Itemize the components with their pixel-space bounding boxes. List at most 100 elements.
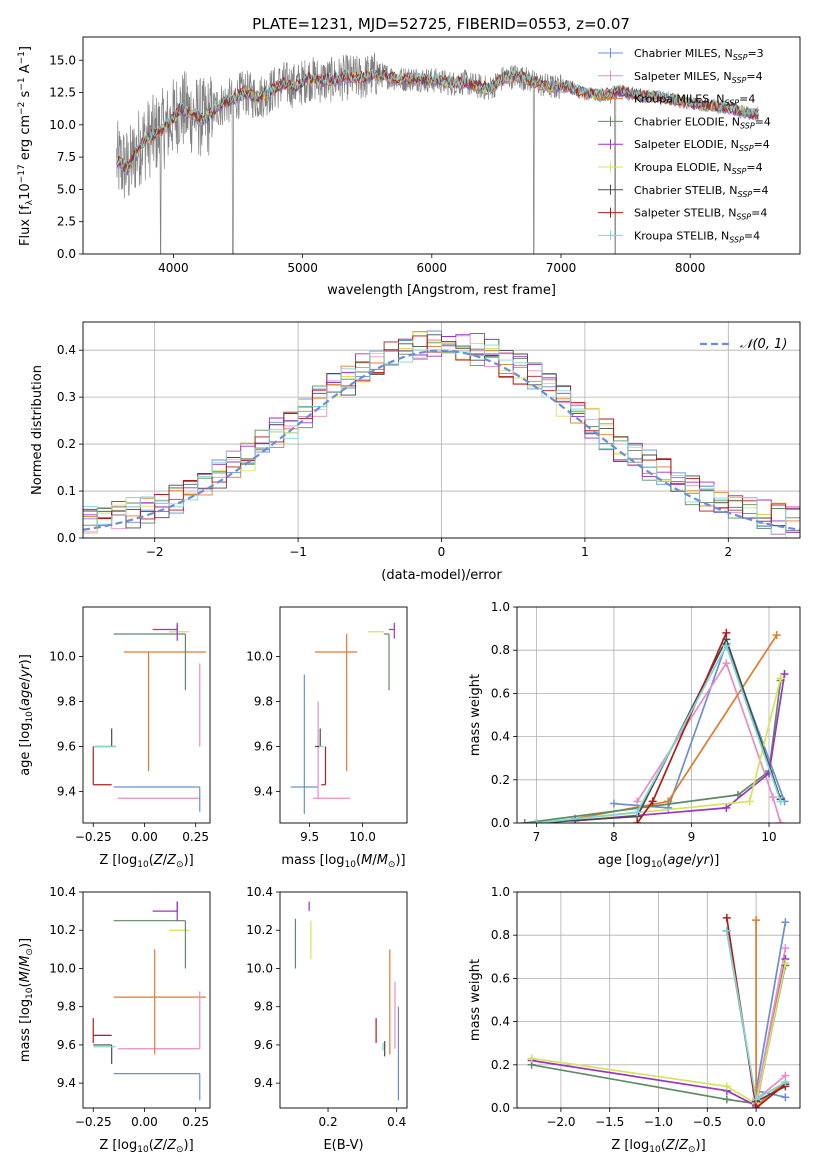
y-tick-label: 0.4 (491, 730, 510, 744)
legend-label-sub: SSP (739, 144, 754, 153)
label-part: M (18, 971, 33, 982)
x-tick-label: 0.2 (319, 1115, 338, 1129)
label-part: 10 (345, 860, 357, 870)
mass-weight-line-7 (725, 917, 786, 1108)
label-part: 10 (649, 1145, 661, 1155)
label-part: 10 (25, 711, 35, 723)
label-part: Z [log (99, 853, 137, 868)
y-tick-label: 10.4 (246, 885, 273, 899)
legend-label-main: Salpeter MILES, N (634, 70, 732, 83)
x-tick-label: −0.25 (75, 830, 112, 844)
legend-label-main: Chabrier STELIB, N (634, 184, 738, 197)
label-part: / (372, 853, 377, 868)
y-tick-label: 9.6 (254, 740, 273, 754)
mass-weight-marker (781, 918, 790, 927)
y-tick-label: 10.2 (246, 923, 273, 937)
label-part: age [log (598, 853, 651, 868)
legend-label-sub: SSP (724, 99, 739, 108)
x-axis-label: E(B-V) (323, 1138, 363, 1153)
y-tick-label: 0.8 (491, 643, 510, 657)
x-tick-label: −1.5 (595, 1115, 624, 1129)
normal-reference-curve (83, 349, 800, 531)
x-tick-label: 0.25 (182, 1115, 209, 1129)
label-part: / (692, 853, 697, 868)
y-tick-label: 10.0 (49, 650, 76, 664)
mass-weight-line-5 (531, 963, 787, 1106)
legend-label-main: Kroupa ELODIE, N (634, 161, 732, 174)
x-tick-label: −2 (146, 545, 164, 559)
label-part: ( (149, 853, 154, 868)
label-part: )] (184, 1138, 194, 1153)
y-tick-label: 15.0 (49, 53, 76, 67)
axes-frame (279, 891, 408, 1109)
x-tick-label: 9 (688, 830, 696, 844)
legend-label: Kroupa MILES, NSSP=4 (634, 93, 755, 108)
label-part: 10 (25, 987, 35, 999)
label-part: Z (166, 1138, 177, 1153)
residuals-plot-area (83, 330, 800, 538)
x-tick-label: −0.5 (693, 1115, 722, 1129)
mass-weight-marker (633, 808, 642, 817)
y-tick-label: 0.3 (57, 390, 76, 404)
legend-label: Chabrier MILES, NSSP=3 (634, 47, 764, 62)
x-tick-label: 10.0 (349, 830, 376, 844)
y-axis-label: Normed distribution (30, 365, 45, 495)
mass-weight-vs-Z-panel: −2.0 −1.5 −1.0 −0.5 0.0 0.0 0.2 0.4 0.6 0.8 1.0 mas… (468, 885, 801, 1155)
label-part: mass [log (281, 853, 344, 868)
label-part: 10 (651, 860, 663, 870)
y-tick-label: 9.4 (254, 1076, 273, 1090)
legend-label-tail: =4 (755, 115, 771, 128)
label-part: −1 (17, 77, 27, 90)
mass-weight-marker (527, 1054, 536, 1063)
y-tick-label: 0.2 (57, 437, 76, 451)
label-part: ( (149, 1138, 154, 1153)
label-part: Z [log (611, 1138, 649, 1153)
y-axis-label: mass [log10(M/M⊙)] (18, 938, 35, 1062)
mass-weight-marker (781, 1093, 790, 1102)
legend-label-sub: SSP (733, 53, 748, 62)
x-axis-label: wavelength [Angstrom, rest frame] (327, 283, 556, 298)
y-tick-label: 7.5 (57, 150, 76, 164)
y-tick-label: 0.2 (491, 773, 510, 787)
mass-weight-line-4 (575, 673, 786, 822)
y-tick-label: 9.4 (57, 1076, 76, 1090)
y-tick-label: 0.1 (57, 484, 76, 498)
label-part: Z [log (99, 1138, 137, 1153)
spectrum-panel: 4000 5000 6000 7000 8000 0.0 2.5 5.0 7.5 10.0 12.5… (17, 36, 801, 298)
label-part: −2 (17, 102, 27, 115)
mass-vs-Z-plot-area (92, 901, 206, 1101)
label-part: ] (18, 46, 33, 51)
legend-label-tail: =4 (746, 70, 762, 83)
mass-weight-marker (532, 819, 541, 823)
legend-label-tail: =3 (747, 47, 763, 60)
x-tick-label: 1 (581, 545, 589, 559)
legend-label-main: Kroupa STELIB, N (634, 229, 729, 242)
legend-label-sub: SSP (732, 167, 747, 176)
label-part: M (377, 853, 388, 868)
mass-weight-marker (722, 1095, 731, 1104)
mass-weight-marker (722, 659, 731, 668)
legend-label: Chabrier ELODIE, NSSP=4 (634, 115, 771, 130)
x-tick-label: 0 (438, 545, 446, 559)
y-tick-label: 0.6 (491, 686, 510, 700)
figure-title: PLATE=1231, MJD=52725, FIBERID=0553, z=0… (252, 15, 630, 33)
label-part: ⊙ (176, 1145, 184, 1155)
age-vs-Z-panel: −0.25 0.00 0.259.49.69.810.0Z [log10(Z/Z⊙)… (18, 606, 211, 870)
mass-weight-marker (633, 819, 642, 823)
x-axis-label: (data-model)/error (381, 568, 502, 583)
mass-weight-marker (648, 797, 657, 806)
mass-weight-marker (752, 1104, 761, 1108)
y-tick-label: 10.0 (246, 961, 273, 975)
y-tick-label: 2.5 (57, 215, 76, 229)
label-part: age (18, 682, 33, 706)
legend-label: Chabrier STELIB, NSSP=4 (634, 184, 768, 199)
legend-label: 𝒩(0, 1) (740, 337, 787, 352)
x-tick-label: 9.5 (300, 830, 319, 844)
legend-label-tail: =4 (751, 207, 767, 220)
label-part: ⊙ (176, 860, 184, 870)
y-axis-label: mass weight (468, 959, 483, 1041)
y-tick-label: 10.0 (49, 118, 76, 132)
x-tick-label: 0.00 (131, 1115, 158, 1129)
mass-weight-marker (781, 959, 790, 968)
label-part: Z (678, 1138, 689, 1153)
